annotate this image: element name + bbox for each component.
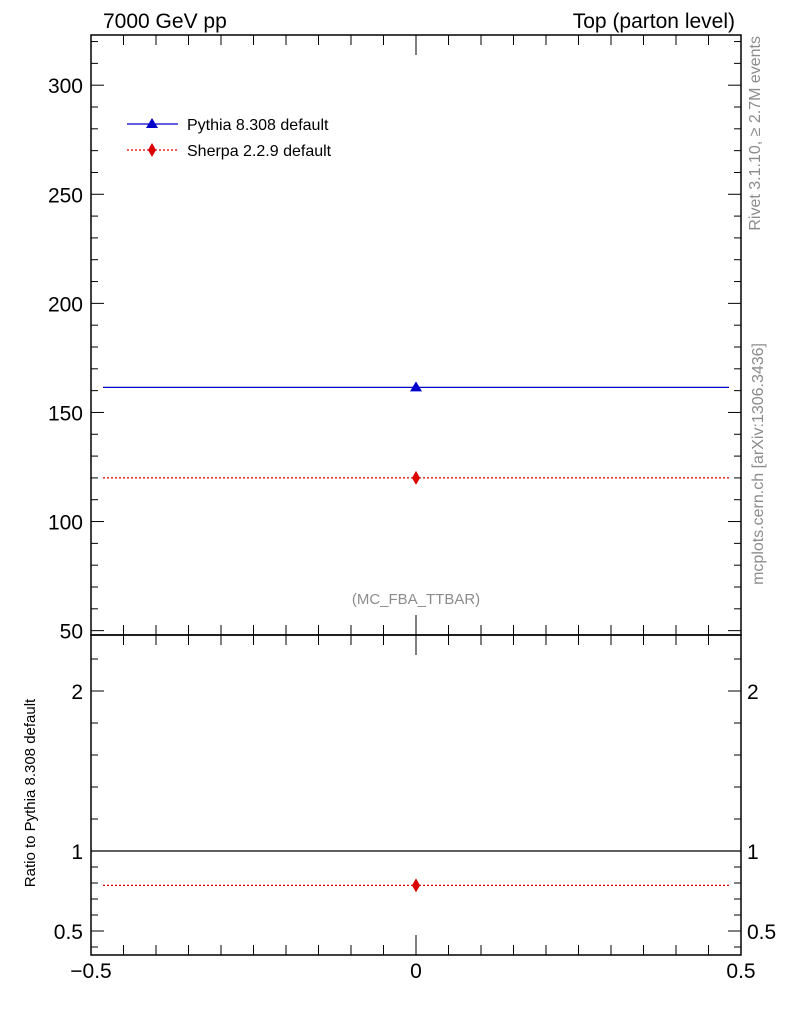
analysis-label: (MC_FBA_TTBAR): [352, 591, 480, 608]
main-y-tick-label: 250: [48, 184, 83, 207]
main-y-tick-label: 100: [48, 512, 83, 535]
x-tick-label: −0.5: [70, 960, 111, 983]
main-y-tick-label: 150: [48, 402, 83, 425]
header-left: 7000 GeV pp: [103, 10, 227, 33]
x-tick-label: 0.5: [726, 960, 755, 983]
legend-marker-pythia: [146, 118, 158, 128]
ratio-y-axis-label: Ratio to Pythia 8.308 default: [22, 698, 39, 887]
legend: Pythia 8.308 default Sherpa 2.2.9 defaul…: [127, 117, 332, 160]
x-tick-label: 0: [410, 960, 422, 983]
ratio-y-tick-label: 1: [71, 841, 83, 864]
ratio-y-ticks: 0.5 0.5 1 1 2 2: [54, 658, 776, 948]
series-layer: [91, 381, 741, 893]
main-point-sherpa: [412, 470, 420, 485]
main-point-pythia: [410, 381, 422, 392]
ratio-y-tick-label: 2: [71, 681, 83, 704]
main-y-tick-label: 50: [60, 621, 83, 644]
main-y-tick-label: 300: [48, 75, 83, 98]
ratio-point-sherpa: [412, 878, 420, 893]
main-y-ticks: 50 100 150 200 250 300: [48, 41, 741, 644]
ratio-y-tick-label: 0.5: [54, 921, 83, 944]
ratio-panel-frame: [90, 634, 742, 956]
main-y-tick-label: 200: [48, 293, 83, 316]
ratio-y-tick-label-right: 0.5: [747, 921, 776, 944]
legend-label-sherpa: Sherpa 2.2.9 default: [187, 143, 332, 160]
ratio-y-tick-label-right: 1: [747, 841, 759, 864]
rivet-label: Rivet 3.1.10, ≥ 2.7M events: [747, 36, 764, 231]
header-right: Top (parton level): [573, 10, 735, 33]
legend-label-pythia: Pythia 8.308 default: [187, 117, 329, 134]
legend-marker-sherpa: [148, 143, 156, 157]
x-ticks: −0.5 0 0.5: [70, 35, 756, 983]
mcplots-label: mcplots.cern.ch [arXiv:1306.3436]: [750, 343, 767, 585]
ratio-y-tick-label-right: 2: [747, 681, 759, 704]
